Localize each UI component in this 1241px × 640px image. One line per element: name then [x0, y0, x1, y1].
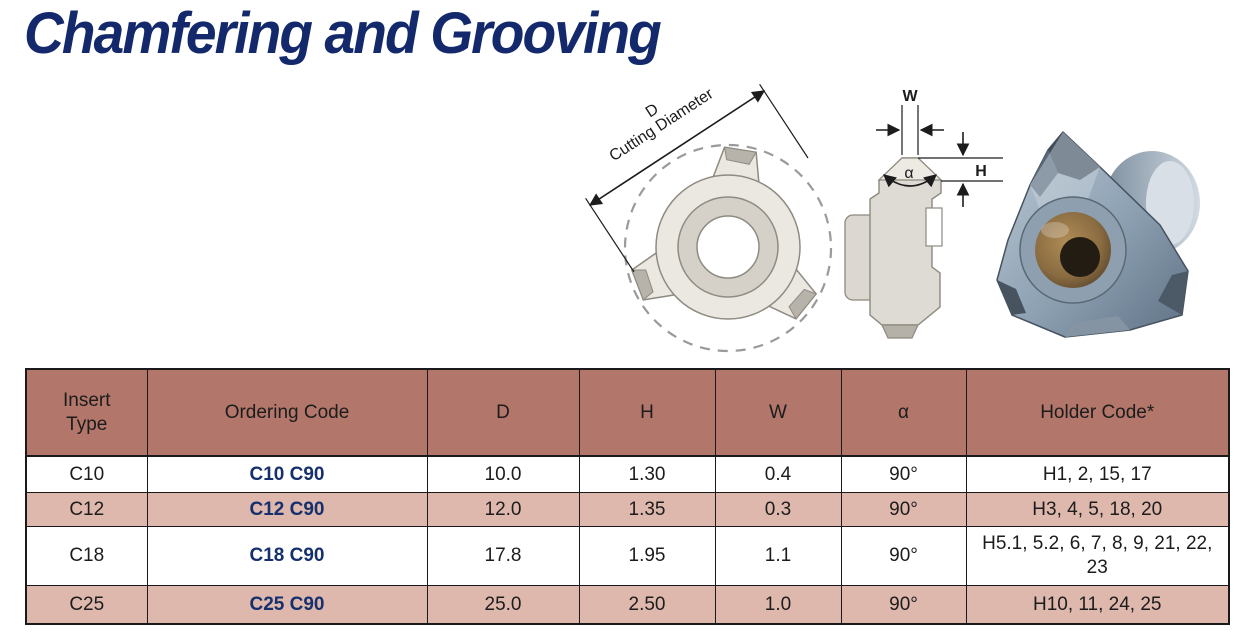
- svg-text:Cutting Diameter: Cutting Diameter: [607, 85, 718, 165]
- top-tip-facet: [1048, 132, 1100, 180]
- cell-alpha: 90°: [840, 455, 967, 493]
- left-tip-facet: [997, 280, 1026, 315]
- table-row: C25 C25 C90 25.0 2.50 1.0 90° H10, 11, 2…: [25, 585, 1230, 625]
- photo-hole-bore: [1060, 237, 1100, 277]
- table-row: C10 C10 C90 10.0 1.30 0.4 90° H1, 2, 15,…: [25, 455, 1230, 493]
- insert-profile-body: [869, 157, 942, 326]
- header-alpha: α: [840, 368, 967, 457]
- cell-w: 1.0: [714, 585, 842, 625]
- cutting-diameter-dashed-circle: [623, 143, 833, 353]
- header-holder-code: Holder Code*: [965, 368, 1230, 457]
- insert-foot: [881, 324, 919, 339]
- cell-alpha: 90°: [840, 585, 967, 625]
- insert-photo: [996, 131, 1200, 338]
- cell-w: 0.3: [714, 492, 842, 527]
- alpha-arc-arrow: [883, 174, 937, 188]
- three-lobe-insert: [630, 146, 818, 320]
- cell-h: 1.35: [578, 492, 716, 527]
- cell-h: 1.30: [578, 455, 716, 493]
- header-ordering-code: Ordering Code: [146, 368, 428, 457]
- header-w: W: [714, 368, 842, 457]
- cell-holder-code: H5.1, 5.2, 6, 7, 8, 9, 21, 22, 23: [965, 526, 1230, 586]
- front-view-drawing: D Cutting Diameter: [585, 83, 833, 353]
- cell-d: 25.0: [426, 585, 580, 625]
- cell-holder-code: H10, 11, 24, 25: [965, 585, 1230, 625]
- bottom-facet: [1065, 316, 1130, 337]
- side-view-drawing: W α H: [844, 88, 1003, 339]
- header-row: Insert Type Ordering Code D H W α Holder…: [25, 368, 1230, 457]
- header-insert-type: Insert Type: [25, 368, 148, 457]
- witness-line-right: [759, 83, 809, 159]
- table-row: C18 C18 C90 17.8 1.95 1.1 90° H5.1, 5.2,…: [25, 526, 1230, 586]
- cell-ordering-code: C10 C90: [146, 455, 428, 493]
- witness-line-left: [585, 197, 635, 273]
- h-label: H: [975, 163, 987, 180]
- right-tip-facet: [1158, 271, 1188, 315]
- cell-alpha: 90°: [840, 526, 967, 586]
- header-h: H: [578, 368, 716, 457]
- cell-ordering-code: C12 C90: [146, 492, 428, 527]
- cell-holder-code: H1, 2, 15, 17: [965, 455, 1230, 493]
- cell-d: 10.0: [426, 455, 580, 493]
- header-d: D: [426, 368, 580, 457]
- alpha-label: α: [904, 165, 913, 182]
- cell-insert-type: C18: [25, 526, 148, 586]
- cell-h: 1.95: [578, 526, 716, 586]
- table-row: C12 C12 C90 12.0 1.35 0.3 90° H3, 4, 5, …: [25, 492, 1230, 527]
- cell-holder-code: H3, 4, 5, 18, 20: [965, 492, 1230, 527]
- clamp-notch: [925, 207, 943, 247]
- cutting-diameter-label: D Cutting Diameter: [607, 85, 718, 165]
- cell-ordering-code: C18 C90: [146, 526, 428, 586]
- cell-w: 1.1: [714, 526, 842, 586]
- cell-d: 17.8: [426, 526, 580, 586]
- spec-table: Insert Type Ordering Code D H W α Holder…: [25, 368, 1230, 625]
- top-tip-facet-2: [1030, 150, 1058, 197]
- cutting-diameter-arrow: [588, 90, 766, 206]
- cell-d: 12.0: [426, 492, 580, 527]
- cell-insert-type: C25: [25, 585, 148, 625]
- cell-insert-type: C10: [25, 455, 148, 493]
- w-label: W: [902, 88, 918, 105]
- page-title: Chamfering and Grooving: [24, 1, 662, 66]
- cell-insert-type: C12: [25, 492, 148, 527]
- cell-w: 0.4: [714, 455, 842, 493]
- cell-ordering-code: C25 C90: [146, 585, 428, 625]
- hole-highlight: [1041, 222, 1069, 238]
- cell-h: 2.50: [578, 585, 716, 625]
- insert-diagrams: D Cutting Diameter W α H: [585, 83, 1200, 353]
- cell-alpha: 90°: [840, 492, 967, 527]
- insert-hole: [696, 215, 760, 279]
